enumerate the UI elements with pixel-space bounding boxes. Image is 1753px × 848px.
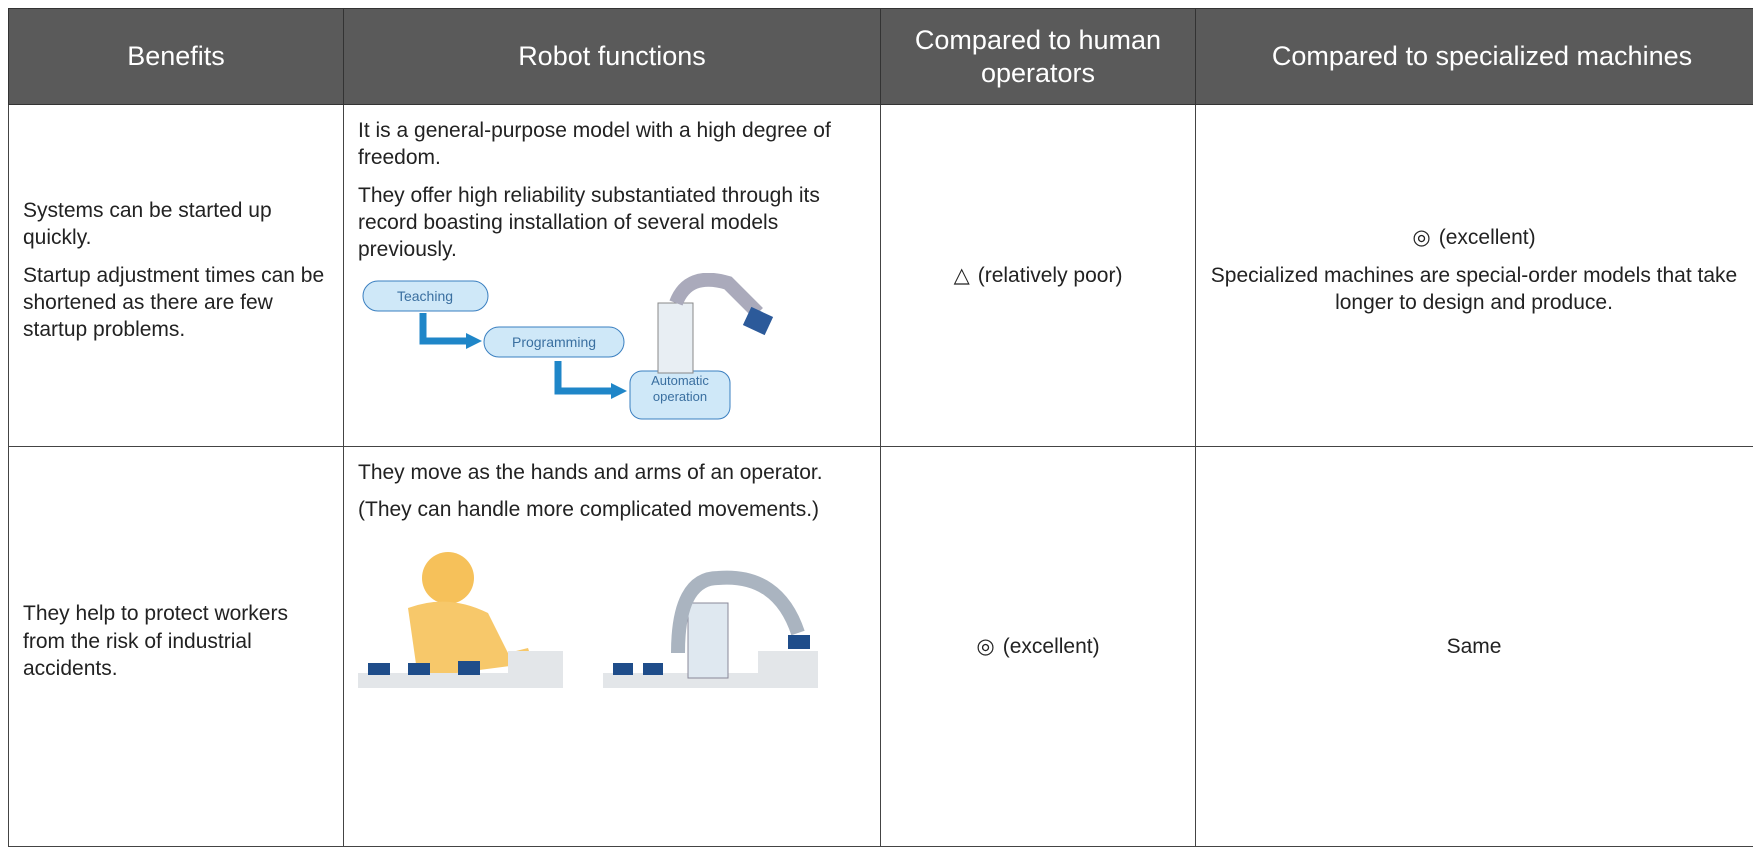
function-text: It is a general-purpose model with a hig… — [358, 117, 866, 172]
rating-text: Same — [1447, 635, 1502, 658]
rating-symbol: △ — [954, 264, 970, 287]
header-row: Benefits Robot functions Compared to hum… — [9, 9, 1753, 105]
human-cell: △ (relatively poor) — [881, 105, 1196, 447]
rating-text: (relatively poor) — [978, 264, 1123, 287]
arrow — [558, 361, 613, 391]
step-label: Teaching — [397, 288, 453, 304]
column-header: Benefits — [9, 9, 344, 105]
specialized-cell: ◎ (excellent) Specialized machines are sp… — [1196, 105, 1753, 447]
benefit: They help to protect workers from the ri… — [23, 600, 329, 682]
robot-base — [658, 303, 693, 373]
benefits-cell: They help to protect workers from the ri… — [9, 446, 344, 846]
rating-symbol: ◎ — [976, 635, 994, 658]
column-header: Robot functions — [344, 9, 881, 105]
part — [458, 661, 480, 675]
function-text: They move as the hands and arms of an op… — [358, 459, 866, 486]
arrow-head — [611, 383, 627, 399]
worker-head — [422, 552, 474, 604]
benefit: Startup adjustment times can be shortene… — [23, 262, 329, 344]
rating-text: (excellent) — [1439, 226, 1536, 249]
row: Systems can be started up quickly. Start… — [9, 105, 1753, 447]
step-label: Programming — [512, 334, 596, 350]
benefits-cell: Systems can be started up quickly. Start… — [9, 105, 344, 447]
rating-symbol: ◎ — [1412, 226, 1430, 249]
column-header: Compared to human operators — [881, 9, 1196, 105]
benefit: Systems can be started up quickly. — [23, 197, 329, 252]
part — [368, 663, 390, 675]
step-label: Automatic operation — [630, 373, 730, 404]
arrow-head — [466, 333, 482, 349]
specialized-cell: Same — [1196, 446, 1753, 846]
function-text: They offer high reliability substantiate… — [358, 182, 866, 264]
workflow-diagram: Teaching Programming Automatic operation — [358, 273, 808, 438]
rating-text: (excellent) — [1003, 635, 1100, 658]
robot-base — [688, 603, 728, 678]
step-label-box: Automatic operation — [630, 373, 730, 417]
function-text: (They can handle more complicated moveme… — [358, 496, 866, 523]
worker-robot-illustration — [358, 533, 838, 693]
functions-cell: They move as the hands and arms of an op… — [344, 446, 881, 846]
functions-cell: It is a general-purpose model with a hig… — [344, 105, 881, 447]
column-header: Compared to specialized machines — [1196, 9, 1753, 105]
part — [643, 663, 663, 675]
rating-note: Specialized machines are special-order m… — [1210, 262, 1738, 317]
arrow — [423, 313, 468, 341]
human-cell: ◎ (excellent) — [881, 446, 1196, 846]
part — [408, 663, 430, 675]
row: They help to protect workers from the ri… — [9, 446, 1753, 846]
part — [613, 663, 633, 675]
page: Benefits Robot functions Compared to hum… — [8, 8, 1753, 848]
part — [788, 635, 810, 649]
comparison-table: Benefits Robot functions Compared to hum… — [8, 8, 1753, 847]
